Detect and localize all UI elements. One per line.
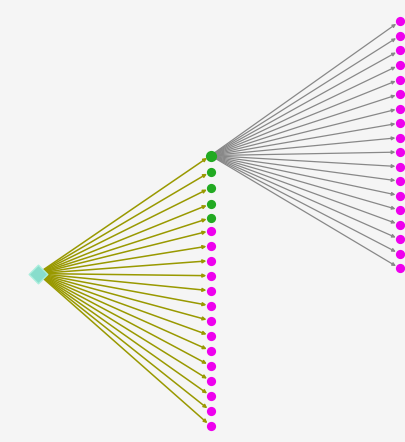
Point (395, 61, 402, 69)
Point (207, 242, 213, 249)
Point (395, 32, 402, 39)
Point (395, 91, 402, 98)
Point (207, 227, 213, 234)
Point (395, 178, 402, 185)
Point (207, 257, 213, 264)
Point (395, 18, 402, 25)
Point (395, 105, 402, 112)
Point (395, 163, 402, 170)
Point (207, 214, 213, 221)
Point (395, 47, 402, 54)
Point (207, 152, 213, 159)
Point (207, 392, 213, 400)
Point (395, 250, 402, 257)
Point (395, 265, 402, 272)
Point (207, 287, 213, 294)
Point (207, 423, 213, 430)
Point (207, 302, 213, 309)
Point (395, 221, 402, 228)
Point (395, 236, 402, 243)
Point (395, 206, 402, 213)
Point (395, 134, 402, 141)
Point (207, 347, 213, 354)
Point (207, 200, 213, 207)
Point (207, 317, 213, 324)
Point (207, 332, 213, 339)
Point (207, 184, 213, 191)
Point (207, 168, 213, 175)
Point (395, 192, 402, 199)
Point (207, 362, 213, 370)
Point (207, 272, 213, 279)
Point (207, 377, 213, 385)
Point (395, 76, 402, 83)
Point (207, 408, 213, 415)
Point (395, 119, 402, 126)
Point (395, 149, 402, 156)
Point (34, 270, 41, 277)
Point (207, 152, 213, 159)
